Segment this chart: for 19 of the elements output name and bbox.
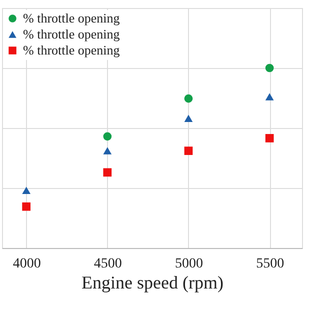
point (265, 64, 274, 72)
point (103, 132, 112, 141)
point (184, 94, 193, 103)
legend-label: % throttle opening (23, 10, 120, 26)
point (22, 186, 31, 194)
point (265, 134, 274, 142)
x-tick-label: 4500 (94, 256, 122, 272)
x-axis-title: Engine speed (rpm) (82, 272, 224, 292)
point (103, 147, 112, 154)
point (184, 114, 193, 122)
x-tick-label: 5000 (174, 256, 203, 272)
point (265, 93, 274, 100)
x-tick-label: 4000 (12, 256, 41, 272)
legend-label: % throttle opening (23, 26, 120, 42)
point (184, 146, 193, 155)
point (22, 202, 31, 211)
legend-label: % throttle opening (23, 42, 120, 58)
x-tick-label: 5500 (256, 256, 284, 272)
point (103, 168, 112, 177)
